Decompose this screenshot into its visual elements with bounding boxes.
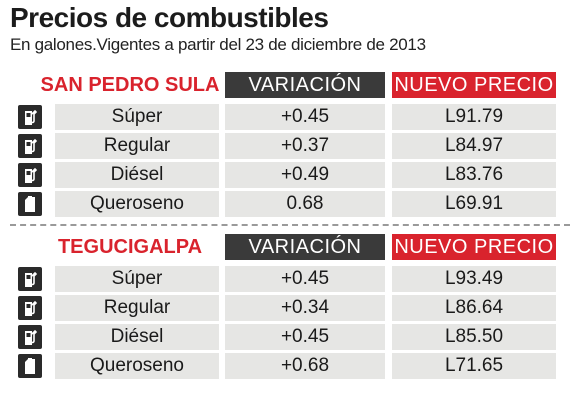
variation-value: +0.49	[225, 162, 385, 188]
table-row: Diésel +0.45 L85.50	[0, 324, 578, 350]
city-name: TEGUCIGALPA	[57, 236, 203, 258]
fuel-pump-icon	[18, 134, 42, 158]
price-value: L91.79	[392, 104, 556, 130]
fuel-type: Regular	[55, 133, 219, 159]
fuel-type: Súper	[55, 266, 219, 292]
price-value: L86.64	[392, 295, 556, 321]
city-name: SAN PEDRO SULA	[40, 74, 220, 96]
table-row: Súper +0.45 L91.79	[0, 104, 578, 130]
section-divider	[10, 224, 570, 226]
table-row: Regular +0.37 L84.97	[0, 133, 578, 159]
table-row: Queroseno +0.68 L71.65	[0, 353, 578, 379]
table-row: Diésel +0.49 L83.76	[0, 162, 578, 188]
variation-header: VARIACIÓN	[225, 72, 385, 98]
variation-value: +0.45	[225, 266, 385, 292]
price-value: L85.50	[392, 324, 556, 350]
fuel-type: Diésel	[55, 324, 219, 350]
page-title: Precios de combustibles	[10, 2, 329, 33]
table-row: Queroseno 0.68 L69.91	[0, 191, 578, 217]
fuel-can-icon	[18, 192, 42, 216]
variation-value: +0.37	[225, 133, 385, 159]
fuel-type: Queroseno	[55, 191, 219, 217]
fuel-type: Queroseno	[55, 353, 219, 379]
fuel-type: Súper	[55, 104, 219, 130]
table-row: Súper +0.45 L93.49	[0, 266, 578, 292]
price-value: L83.76	[392, 162, 556, 188]
price-value: L71.65	[392, 353, 556, 379]
fuel-type: Diésel	[55, 162, 219, 188]
price-value: L84.97	[392, 133, 556, 159]
page-subtitle: En galones.Vigentes a partir del 23 de d…	[10, 35, 426, 54]
fuel-can-icon	[18, 354, 42, 378]
fuel-pump-icon	[18, 105, 42, 129]
fuel-pump-icon	[18, 325, 42, 349]
price-value: L69.91	[392, 191, 556, 217]
variation-header: VARIACIÓN	[225, 234, 385, 260]
fuel-pump-icon	[18, 163, 42, 187]
variation-value: +0.45	[225, 104, 385, 130]
fuel-type: Regular	[55, 295, 219, 321]
variation-value: +0.45	[225, 324, 385, 350]
variation-value: 0.68	[225, 191, 385, 217]
variation-value: +0.34	[225, 295, 385, 321]
new-price-header: NUEVO PRECIO	[392, 72, 556, 98]
new-price-header: NUEVO PRECIO	[392, 234, 556, 260]
price-value: L93.49	[392, 266, 556, 292]
variation-value: +0.68	[225, 353, 385, 379]
table-row: Regular +0.34 L86.64	[0, 295, 578, 321]
fuel-pump-icon	[18, 296, 42, 320]
fuel-pump-icon	[18, 267, 42, 291]
